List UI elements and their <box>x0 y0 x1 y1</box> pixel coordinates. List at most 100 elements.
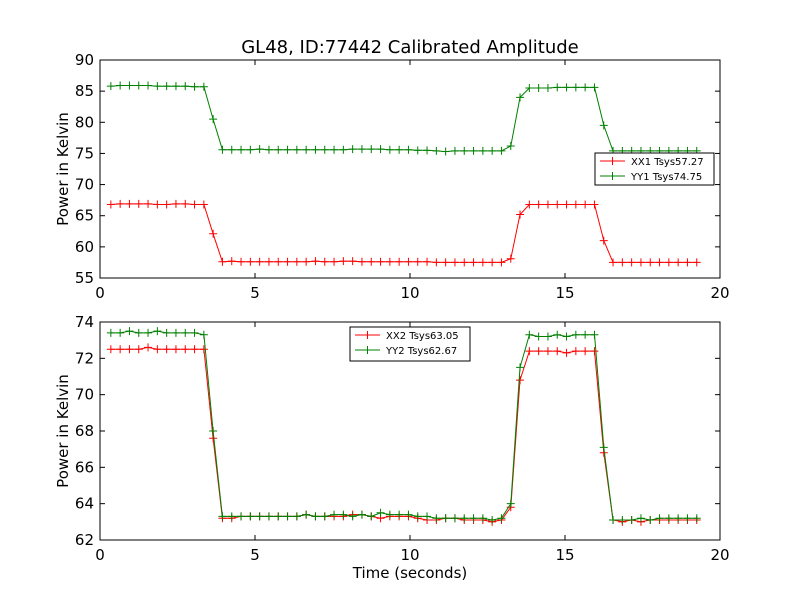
legend: XX1 Tsys57.27 YY1 Tsys74.75 <box>594 152 715 186</box>
data-point <box>330 145 339 154</box>
data-point <box>432 146 441 155</box>
data-point <box>199 330 208 339</box>
data-point <box>144 328 153 337</box>
data-point <box>218 145 227 154</box>
data-point <box>339 510 348 519</box>
data-point <box>441 258 450 267</box>
data-point <box>292 145 301 154</box>
data-point <box>543 347 552 356</box>
data-point <box>144 81 153 90</box>
data-point <box>441 514 450 523</box>
data-point <box>404 510 413 519</box>
legend-box <box>349 326 471 362</box>
axes-frame <box>99 321 721 541</box>
data-point <box>171 328 180 337</box>
data-point <box>246 145 255 154</box>
data-point <box>162 200 171 209</box>
data-point <box>516 210 525 219</box>
data-point <box>320 512 329 521</box>
data-point <box>590 347 599 356</box>
x-tick-label: 10 <box>400 546 419 564</box>
top-plot-panel: 0 5 10 15 20 55 60 65 70 75 80 85 90 Power in Kelvin X… <box>54 51 730 302</box>
x-tick-label: 5 <box>250 284 260 302</box>
data-point <box>488 516 497 525</box>
series-line <box>110 330 697 521</box>
data-point <box>609 258 618 267</box>
data-point <box>506 141 515 150</box>
data-point <box>171 345 180 354</box>
data-point <box>125 81 134 90</box>
data-point <box>525 84 534 93</box>
data-point <box>562 332 571 341</box>
data-point <box>655 514 664 523</box>
data-point <box>450 146 459 155</box>
data-point <box>590 83 599 92</box>
data-point <box>292 512 301 521</box>
data-point <box>460 258 469 267</box>
data-point <box>153 345 162 354</box>
data-point <box>264 512 273 521</box>
data-point <box>655 258 664 267</box>
data-point <box>237 145 246 154</box>
data-point <box>506 499 515 508</box>
data-point <box>367 257 376 266</box>
data-point <box>311 145 320 154</box>
data-point <box>404 257 413 266</box>
data-point <box>311 257 320 266</box>
data-point <box>553 83 562 92</box>
data-point <box>599 236 608 245</box>
data-point <box>423 512 432 521</box>
data-point <box>581 347 590 356</box>
legend-marker <box>608 172 617 180</box>
data-point <box>488 146 497 155</box>
data-point <box>330 257 339 266</box>
data-point <box>302 257 311 266</box>
data-point <box>116 328 125 337</box>
data-point <box>562 348 571 357</box>
data-point <box>683 514 692 523</box>
data-point <box>255 145 264 154</box>
y-tick-label: 70 <box>75 176 94 194</box>
data-point <box>134 81 143 90</box>
data-point <box>618 258 627 267</box>
bottom-plot-panel: 0 5 10 15 20 62 64 66 68 70 72 74 Power in Kelvin XX2… <box>54 313 730 564</box>
data-point <box>441 147 450 156</box>
data-point <box>460 514 469 523</box>
x-tick-label: 20 <box>710 284 729 302</box>
data-point <box>171 199 180 208</box>
data-point <box>302 145 311 154</box>
legend-entry: YY2 Tsys62.67 <box>385 346 457 357</box>
data-point <box>506 254 515 263</box>
legend-box <box>594 152 715 186</box>
y-tick-label: 68 <box>75 422 94 440</box>
data-point <box>134 328 143 337</box>
data-point <box>339 145 348 154</box>
data-point <box>395 257 404 266</box>
data-point <box>646 258 655 267</box>
y-axis-label: Power in Kelvin <box>54 374 72 488</box>
legend: XX2 Tsys63.05 YY2 Tsys62.67 <box>349 326 471 362</box>
x-axis-label: Time (seconds) <box>352 564 468 582</box>
data-point <box>664 514 673 523</box>
data-point <box>162 82 171 91</box>
data-point <box>692 258 701 267</box>
data-point <box>227 257 236 266</box>
data-point <box>190 328 199 337</box>
data-point <box>674 258 683 267</box>
legend-marker <box>363 346 372 354</box>
series-line <box>110 346 697 523</box>
x-tick-label: 5 <box>250 546 260 564</box>
data-point <box>162 328 171 337</box>
data-point <box>199 82 208 91</box>
legend-entry: YY1 Tsys74.75 <box>630 172 702 183</box>
y-tick-label: 60 <box>75 238 94 256</box>
y-axis-label: Power in Kelvin <box>54 112 72 226</box>
data-point <box>357 510 366 519</box>
data-point <box>264 145 273 154</box>
data-point <box>181 345 190 354</box>
data-point <box>181 82 190 91</box>
data-point <box>562 200 571 209</box>
series-line <box>110 203 697 263</box>
data-point <box>581 330 590 339</box>
